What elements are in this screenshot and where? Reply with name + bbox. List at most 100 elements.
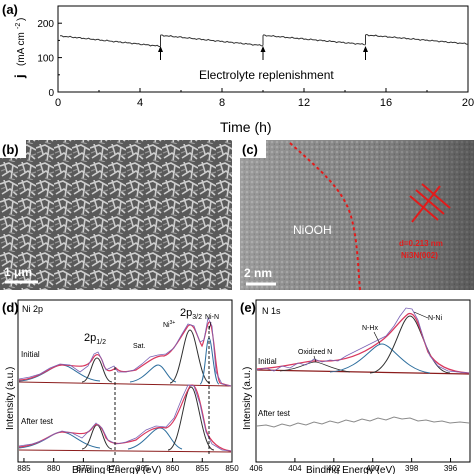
panel-d: (d) Ni 2p Intensity (a.u.) 885 880 875 870 8… xyxy=(2,299,239,474)
d-data-initial xyxy=(18,316,232,387)
xps-xtick-label: 396 xyxy=(444,464,458,473)
e-label-nhx: N-Hx xyxy=(362,325,378,332)
panel-a-markers xyxy=(158,46,368,60)
a-arrow-head xyxy=(363,46,368,52)
panel-d-title: Ni 2p xyxy=(22,304,43,314)
panel-e-axes-frame xyxy=(255,299,471,463)
panel-b-label: (b) xyxy=(2,142,19,157)
a-xtick-label: 16 xyxy=(380,97,392,109)
panel-a-series xyxy=(60,34,469,48)
e-after-label: After test xyxy=(258,409,291,418)
d-label-nin: Ni-N xyxy=(205,314,219,321)
e-pointer-nni xyxy=(413,311,429,319)
d-2p32-main: 2p xyxy=(180,307,192,319)
panel-d-label: (d) xyxy=(2,300,19,315)
e-fit-nhx xyxy=(329,343,431,374)
a-series-segment xyxy=(160,34,264,47)
e-envelope-initial xyxy=(256,312,470,374)
d-ni3-sup: 3+ xyxy=(170,320,176,326)
xps-xtick-label: 850 xyxy=(225,464,239,473)
a-xtick-label: 8 xyxy=(219,97,225,109)
d-ni3-main: Ni xyxy=(163,322,170,329)
panel-a-yticks: 0 100 200 xyxy=(37,5,62,99)
panel-d-xlabel: Binding Energy (eV) xyxy=(72,465,162,474)
sem-image xyxy=(0,140,232,290)
xps-xtick-label: 860 xyxy=(166,464,180,473)
d-after-baseline xyxy=(18,449,232,453)
d-label-sat: Sat. xyxy=(133,343,146,350)
d-initial-fits xyxy=(18,316,232,387)
d-fit-ni3 xyxy=(169,329,211,384)
d-label-2p12: 2p1/2 xyxy=(84,332,106,346)
xps-xtick-label: 855 xyxy=(196,464,210,473)
ylabel-close: ) xyxy=(16,18,27,21)
panel-e-label: (e) xyxy=(240,300,256,315)
panel-b: (b) 1 μm xyxy=(0,140,232,290)
d-fit-2p12 xyxy=(81,357,113,383)
sem-label-bg xyxy=(0,140,26,158)
xps-xtick-label: 398 xyxy=(405,464,419,473)
a-xtick-label: 12 xyxy=(298,97,310,109)
panel-c-label: (c) xyxy=(242,142,258,157)
d-after-envelope xyxy=(18,384,232,452)
d-fit-baseline xyxy=(18,381,232,387)
a-ytick-label: 0 xyxy=(48,88,54,99)
d-envelope-initial xyxy=(18,321,232,387)
d-fit-sat2 xyxy=(129,364,177,383)
ylabel-unit: (mA cm xyxy=(16,32,27,66)
panel-a-ylabel: j (mA cm -2 ) xyxy=(12,18,27,79)
hrtem-plane-label: Ni3N(002) xyxy=(401,251,438,260)
a-ytick-label: 200 xyxy=(37,19,54,30)
d-2p32-sub: 3/2 xyxy=(192,314,202,321)
d-after-2p12 xyxy=(81,424,113,450)
e-data-after xyxy=(256,416,470,428)
xps-xtick-label: 875 xyxy=(77,464,91,473)
e-fit-oxidized xyxy=(279,361,351,373)
d-label-2p32: 2p3/2 xyxy=(180,307,202,321)
xps-xtick-label: 885 xyxy=(17,464,31,473)
a-xtick-label: 20 xyxy=(462,97,474,109)
panel-e: (e) N 1s Intensity (a.u.) 406 404 402 400 39… xyxy=(240,299,471,474)
d-after-ni3 xyxy=(167,386,215,451)
d-after-sat1 xyxy=(18,431,101,449)
panel-a-label: (a) xyxy=(2,2,18,17)
d-after-sat2 xyxy=(127,427,183,450)
xps-xtick-label: 880 xyxy=(47,464,61,473)
e-label-oxn: Oxidized N xyxy=(298,349,332,356)
xps-xtick-label: 870 xyxy=(106,464,120,473)
panel-a-xticks: 0 4 8 12 16 20 xyxy=(55,88,474,109)
panel-d-ylabel: Intensity (a.u.) xyxy=(5,367,16,430)
d-initial-label: Initial xyxy=(21,350,40,359)
xps-xtick-label: 402 xyxy=(327,464,341,473)
d-after-data xyxy=(18,384,232,452)
panel-e-xticks: 406 404 402 400 398 396 xyxy=(249,458,458,473)
e-label-nni: N-Ni xyxy=(428,315,442,322)
e-initial-fits xyxy=(256,307,470,375)
hrtem-spacing-label: d=0.213 nm xyxy=(399,239,443,248)
e-fit-baseline xyxy=(256,369,470,375)
a-ytick-label: 100 xyxy=(37,54,54,65)
panel-c: (c) NiOOH d=0.213 nm Ni3N(002) 2 nm xyxy=(240,140,474,291)
a-series-segment xyxy=(263,34,366,46)
xps-xtick-label: 406 xyxy=(249,464,263,473)
panel-e-ylabel: Intensity (a.u.) xyxy=(242,367,253,430)
a-xtick-label: 4 xyxy=(137,97,143,109)
d-after-fits xyxy=(18,384,232,453)
a-series-segment xyxy=(60,35,161,48)
d-pointer-nin xyxy=(208,321,212,331)
e-pointer-oxn xyxy=(313,355,317,363)
panel-a-annotation: Electrolyte replenishment xyxy=(199,68,334,82)
panel-d-xticks: 885 880 875 870 865 860 855 850 xyxy=(17,458,239,473)
ylabel-j: j xyxy=(12,74,27,79)
sem-scale-text: 1 μm xyxy=(4,265,32,279)
xps-xtick-label: 865 xyxy=(136,464,150,473)
panel-d-axes-frame xyxy=(17,299,233,463)
a-xtick-label: 0 xyxy=(55,97,61,109)
a-arrow-head xyxy=(260,46,266,52)
lattice-marker xyxy=(409,183,451,223)
a-arrow-head xyxy=(158,46,163,52)
e-pointer-nhx xyxy=(373,331,381,345)
d-2p12-main: 2p xyxy=(84,332,96,344)
e-initial-label: Initial xyxy=(258,357,277,366)
